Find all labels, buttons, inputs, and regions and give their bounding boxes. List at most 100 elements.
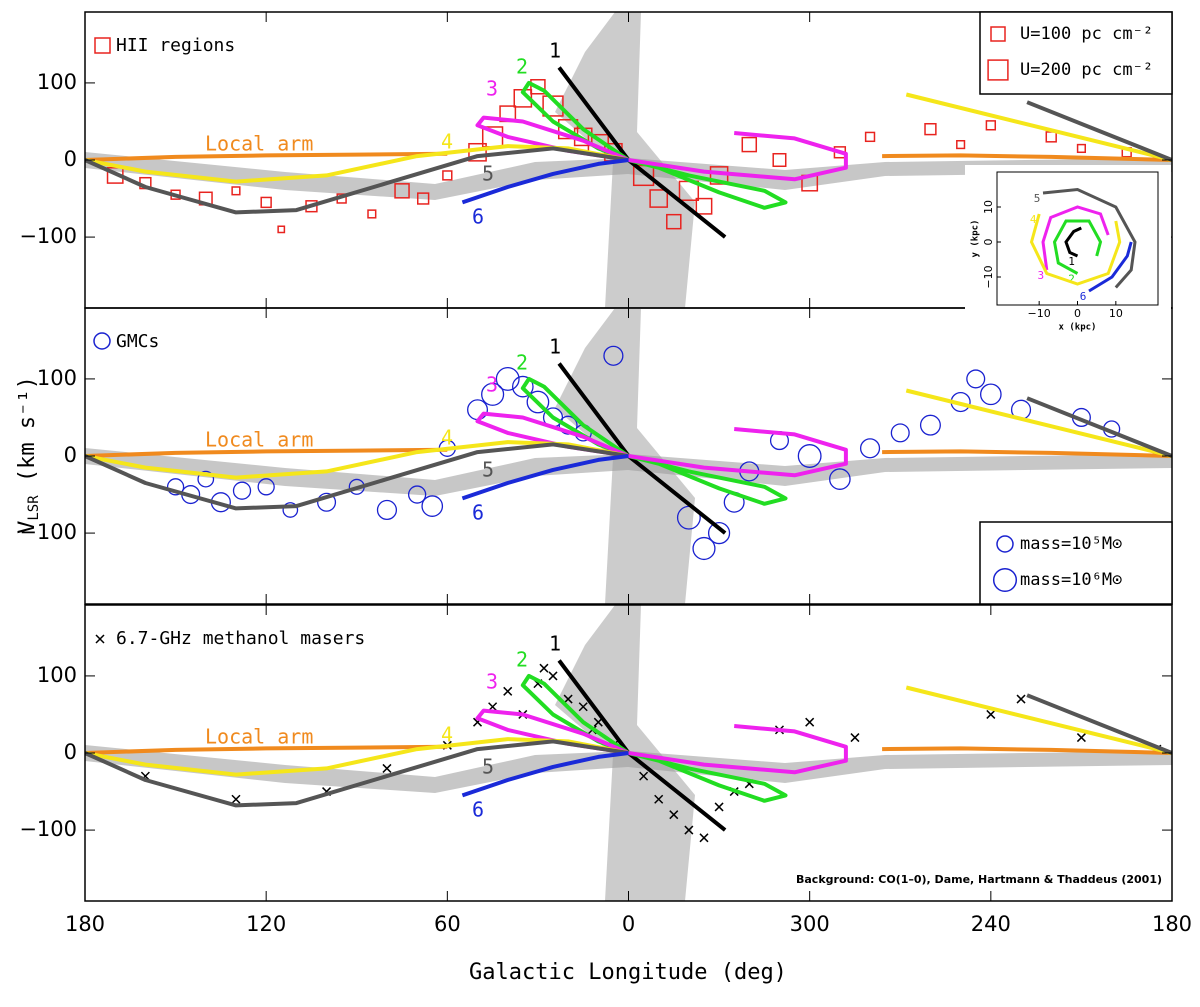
x-tick-label: 0: [622, 912, 635, 936]
arm-curve: [85, 744, 1172, 755]
hii-region: [442, 170, 453, 181]
arm-label: 3: [486, 670, 498, 694]
inset-arm-label: 1: [1068, 255, 1075, 268]
y-label-main: V: [15, 521, 40, 534]
arm-label: 4: [441, 426, 453, 450]
inset-arm-label: 4: [1030, 213, 1037, 226]
x-axis-label: Galactic Longitude (deg): [469, 960, 787, 985]
legend: HII regions U=100 pc cm⁻² U=200 pc cm⁻²: [94, 11, 1173, 95]
maser: [986, 709, 996, 719]
hii-region: [277, 225, 286, 234]
arm-label: 2: [516, 55, 528, 79]
y-tick-label: 0: [64, 740, 77, 764]
inset: 1 2 3 4 5 6 −10 0 10 −10 0 10 x (kpc) y (kpc): [965, 165, 1171, 333]
legend: GMCs mass=10⁵M⊙ mass=10⁶M⊙: [93, 331, 1173, 605]
y-tick-label: 100: [37, 366, 77, 390]
arm-curve: [85, 447, 1172, 458]
gmc: [859, 438, 881, 459]
arm-curve: [85, 151, 1172, 162]
gmc: [232, 481, 252, 500]
arm-curve: [461, 454, 629, 501]
legend-label: HII regions: [116, 35, 235, 56]
y-label-sub: LSR: [26, 495, 42, 521]
maser: [563, 694, 573, 704]
inset-y-tick-label: 10: [982, 200, 995, 214]
hii-region: [417, 192, 430, 205]
size-legend-marker: [987, 59, 1009, 81]
maser: [382, 763, 392, 773]
gmc: [376, 499, 398, 521]
maser: [1016, 694, 1026, 704]
legend-marker: [95, 634, 105, 644]
maser: [578, 702, 588, 712]
arm-label: 5: [482, 458, 494, 482]
co-band: [85, 448, 1172, 496]
size-legend-label: mass=10⁵M⊙: [1020, 534, 1122, 554]
hii-region: [557, 119, 579, 140]
hii-region: [367, 209, 377, 219]
arm-label: 4: [441, 130, 453, 154]
size-legend-marker: [990, 26, 1006, 42]
y-tick-label: 0: [64, 147, 77, 171]
legend-label: GMCs: [116, 331, 159, 352]
arm-label: 1: [549, 335, 561, 359]
arm-curve: [85, 693, 1172, 808]
arm-label: 1: [549, 632, 561, 656]
maser: [1076, 733, 1086, 743]
hii-region: [864, 131, 876, 143]
panel: [85, 308, 1172, 604]
inset-arm: [1088, 241, 1133, 293]
arm-label: 5: [482, 755, 494, 779]
credit: Background: CO(1–0), Dame, Hartmann & Th…: [796, 873, 1162, 886]
inset-x-tick-label: −10: [1028, 307, 1051, 320]
inset-arm-label: 3: [1038, 269, 1045, 282]
y-tick-label: 100: [37, 663, 77, 687]
x-tick-label: 300: [790, 912, 830, 936]
hii-region: [1045, 131, 1057, 143]
arm-label: 1: [549, 39, 561, 63]
hii-region: [530, 79, 546, 95]
maser: [714, 802, 724, 812]
y-tick-label: −100: [19, 224, 77, 248]
inset-arm-label: 5: [1034, 192, 1041, 205]
hii-region: [260, 196, 272, 209]
hii-region: [985, 120, 997, 131]
size-legend-label: U=200 pc cm⁻²: [1020, 60, 1153, 80]
gmc: [692, 536, 716, 561]
maser: [850, 733, 860, 743]
maser: [805, 717, 815, 727]
y-tick-label: 100: [37, 70, 77, 94]
size-legend-marker: [992, 567, 1018, 593]
y-tick-label: −100: [19, 817, 77, 841]
gmc: [558, 415, 578, 435]
x-tick-label: 60: [434, 912, 461, 936]
arm-label: 6: [472, 798, 484, 822]
arm-label: Local arm: [205, 725, 313, 749]
size-legend-box: [979, 521, 1173, 605]
y-axis-label: VLSR (km s⁻¹): [15, 376, 42, 534]
arm-curve: [461, 751, 629, 798]
arm-curve: [85, 396, 1172, 511]
maser: [639, 771, 649, 781]
gmc: [467, 399, 489, 421]
y-tick-label: 0: [64, 443, 77, 467]
maser: [654, 794, 664, 804]
inset-y-tick-label: −10: [982, 265, 995, 288]
arm-label: 5: [482, 162, 494, 186]
arm-curve: [461, 158, 629, 205]
legend-label: 6.7-GHz methanol masers: [116, 628, 365, 649]
gmc: [495, 366, 520, 391]
arm-label: 2: [516, 351, 528, 375]
maser: [503, 686, 513, 696]
inset-arm-label: 6: [1080, 290, 1087, 303]
hii-region: [1076, 143, 1087, 154]
arm-label: 4: [441, 723, 453, 747]
arm-label: 3: [486, 77, 498, 101]
y-tick-label: −100: [19, 520, 77, 544]
inset-x-tick-label: 0: [1074, 307, 1081, 320]
gmc: [890, 423, 910, 443]
co-band: [85, 152, 1172, 200]
arm-label: Local arm: [205, 132, 313, 156]
gmc: [966, 369, 986, 389]
